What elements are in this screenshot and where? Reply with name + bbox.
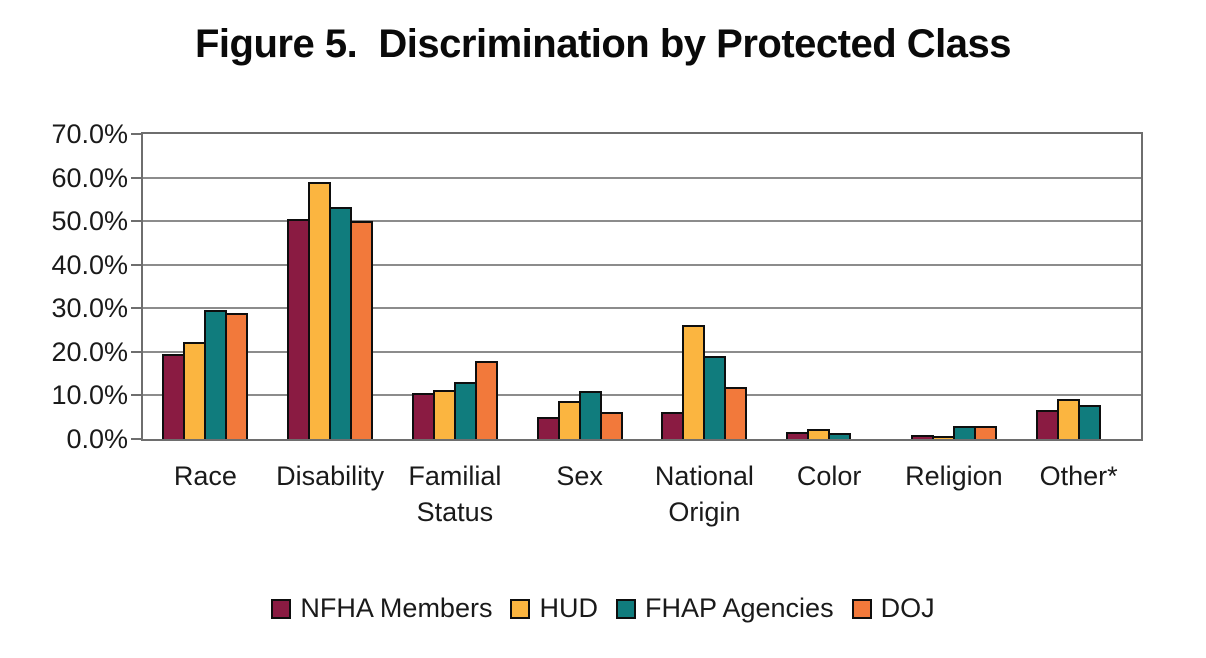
- y-axis-label-10.0%: 10.0%: [51, 380, 128, 411]
- y-axis-tick: [131, 350, 141, 353]
- bar-doj-national-origin: [724, 387, 748, 439]
- legend-item-nfha-members: NFHA Members: [271, 593, 492, 624]
- bar-hud-religion: [931, 435, 955, 439]
- legend: NFHA Members HUD FHAP Agencies DOJ: [0, 593, 1206, 624]
- legend-label-hud: HUD: [539, 593, 598, 623]
- x-axis-label-national-origin: National Origin: [654, 461, 754, 527]
- x-axis-label-religion: Religion: [905, 461, 1003, 491]
- bar-doj-race: [225, 312, 249, 439]
- bar-nfha-members-religion: [910, 434, 934, 439]
- bar-fhap-agencies-race: [204, 310, 228, 439]
- y-axis-label-30.0%: 30.0%: [51, 293, 128, 324]
- y-axis-tick: [131, 176, 141, 179]
- gridline-30: [143, 307, 1141, 310]
- bar-nfha-members-other: [1035, 410, 1059, 439]
- y-axis-label-60.0%: 60.0%: [51, 162, 128, 193]
- bar-fhap-agencies-sex: [578, 391, 602, 439]
- plot-area: [141, 132, 1143, 441]
- x-axis-label-familial-status: Familial Status: [408, 461, 502, 527]
- bar-doj-disability: [350, 221, 374, 439]
- legend-item-hud: HUD: [510, 593, 598, 624]
- y-axis-label-70.0%: 70.0%: [51, 119, 128, 149]
- bar-fhap-agencies-familial-status: [453, 382, 477, 439]
- bar-group-national-origin: [642, 134, 767, 439]
- legend-swatch-doj: [851, 598, 872, 619]
- bar-nfha-members-race: [162, 354, 186, 439]
- bar-nfha-members-national-origin: [661, 411, 685, 439]
- legend-swatch-fhap-agencies: [615, 598, 636, 619]
- legend-swatch-hud: [510, 598, 531, 619]
- bar-fhap-agencies-disability: [329, 207, 353, 439]
- bar-group-sex: [517, 134, 642, 439]
- bar-fhap-agencies-national-origin: [703, 356, 727, 439]
- y-axis-tick: [131, 438, 141, 440]
- gridline-10: [143, 394, 1141, 397]
- y-axis-tick: [131, 220, 141, 223]
- y-axis-tick: [131, 263, 141, 266]
- bar-hud-sex: [557, 401, 581, 439]
- gridline-20: [143, 350, 1141, 353]
- bar-hud-other: [1056, 398, 1080, 439]
- bar-fhap-agencies-religion: [952, 426, 976, 439]
- y-axis-label-0.0%: 0.0%: [66, 424, 128, 454]
- y-axis-label-50.0%: 50.0%: [51, 206, 128, 237]
- bar-groups: [143, 134, 1141, 439]
- legend-item-doj: DOJ: [851, 593, 935, 624]
- bar-hud-disability: [308, 181, 332, 439]
- bar-nfha-members-color: [786, 432, 810, 439]
- y-axis-tick: [131, 394, 141, 397]
- gridline-40: [143, 263, 1141, 266]
- bar-group-familial-status: [393, 134, 518, 439]
- bar-hud-race: [183, 341, 207, 439]
- chart-title: Figure 5. Discrimination by Protected Cl…: [194, 22, 1012, 66]
- gridline-60: [143, 176, 1141, 179]
- bar-hud-national-origin: [682, 324, 706, 439]
- x-axis-label-disability: Disability: [276, 461, 385, 491]
- bar-doj-sex: [599, 412, 623, 439]
- bar-group-other: [1016, 134, 1141, 439]
- y-axis-label-20.0%: 20.0%: [51, 336, 128, 367]
- bar-nfha-members-familial-status: [411, 393, 435, 439]
- gridline-50: [143, 220, 1141, 223]
- legend-label-nfha-members: NFHA Members: [300, 593, 493, 623]
- legend-item-fhap-agencies: FHAP Agencies: [615, 593, 834, 624]
- bar-nfha-members-disability: [287, 218, 311, 439]
- bar-group-color: [767, 134, 892, 439]
- bar-group-disability: [268, 134, 393, 439]
- legend-label-doj: DOJ: [880, 593, 935, 623]
- x-axis-label-sex: Sex: [556, 461, 603, 491]
- bar-doj-religion: [973, 426, 997, 439]
- bar-fhap-agencies-color: [828, 432, 852, 439]
- bar-group-religion: [892, 134, 1017, 439]
- legend-label-fhap-agencies: FHAP Agencies: [644, 593, 834, 623]
- bar-hud-familial-status: [432, 390, 456, 439]
- y-axis-label-40.0%: 40.0%: [51, 249, 128, 280]
- x-axis-label-race: Race: [173, 461, 237, 491]
- y-axis-tick: [131, 133, 141, 135]
- bar-doj-familial-status: [474, 360, 498, 439]
- bar-nfha-members-sex: [536, 417, 560, 439]
- y-axis-tick: [131, 307, 141, 310]
- x-axis-label-other: Other*: [1039, 461, 1118, 491]
- legend-swatch-nfha-members: [271, 598, 292, 619]
- bar-group-race: [143, 134, 268, 439]
- bar-hud-color: [807, 428, 831, 439]
- bar-fhap-agencies-other: [1077, 405, 1101, 439]
- x-axis-label-color: Color: [796, 461, 862, 491]
